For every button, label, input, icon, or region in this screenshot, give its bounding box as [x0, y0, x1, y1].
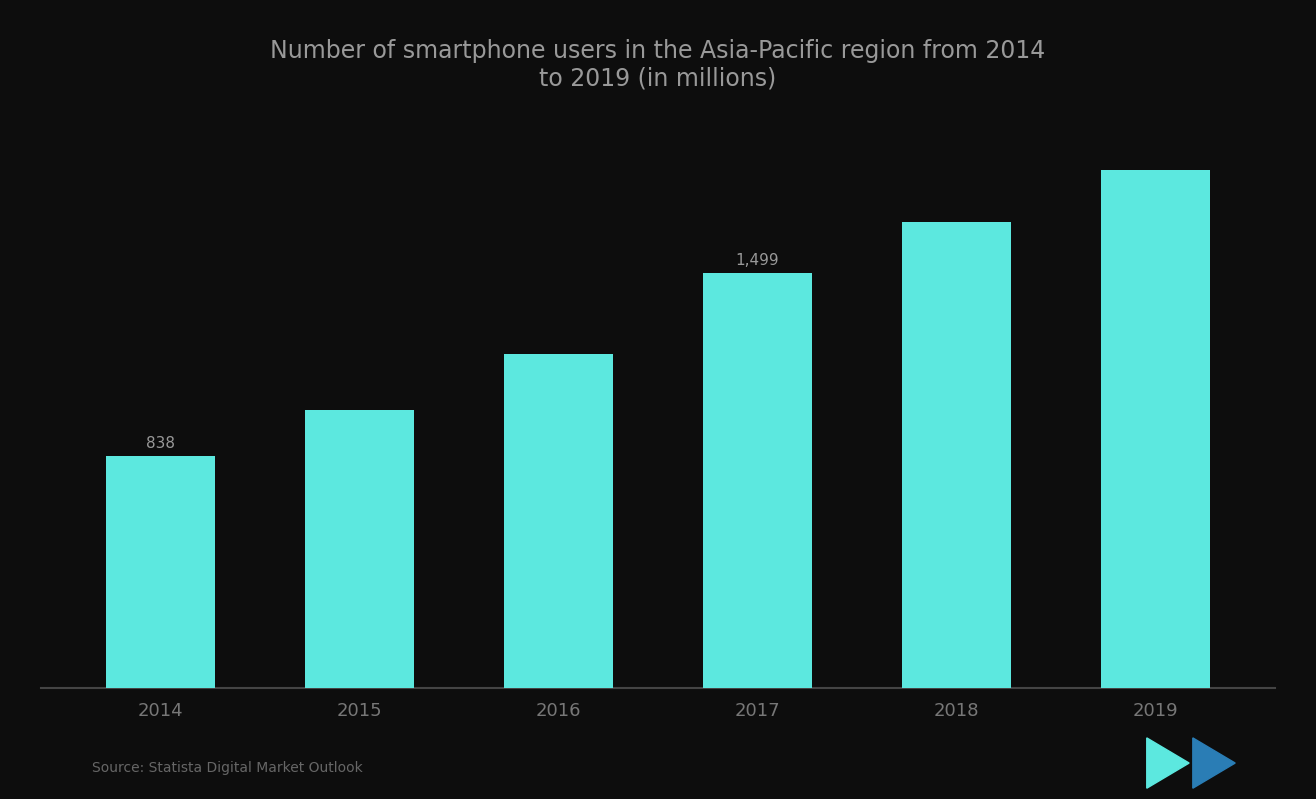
Title: Number of smartphone users in the Asia-Pacific region from 2014
to 2019 (in mill: Number of smartphone users in the Asia-P… [270, 39, 1046, 91]
Bar [305, 410, 415, 688]
Bar [1100, 170, 1209, 688]
Text: 1,499: 1,499 [736, 252, 779, 268]
Bar [901, 221, 1011, 688]
Text: Source: Statista Digital Market Outlook: Source: Statista Digital Market Outlook [92, 761, 363, 775]
Bar [107, 456, 216, 688]
Polygon shape [1146, 738, 1190, 788]
Text: 838: 838 [146, 435, 175, 451]
Polygon shape [1192, 738, 1236, 788]
Bar [504, 354, 613, 688]
Bar [703, 273, 812, 688]
